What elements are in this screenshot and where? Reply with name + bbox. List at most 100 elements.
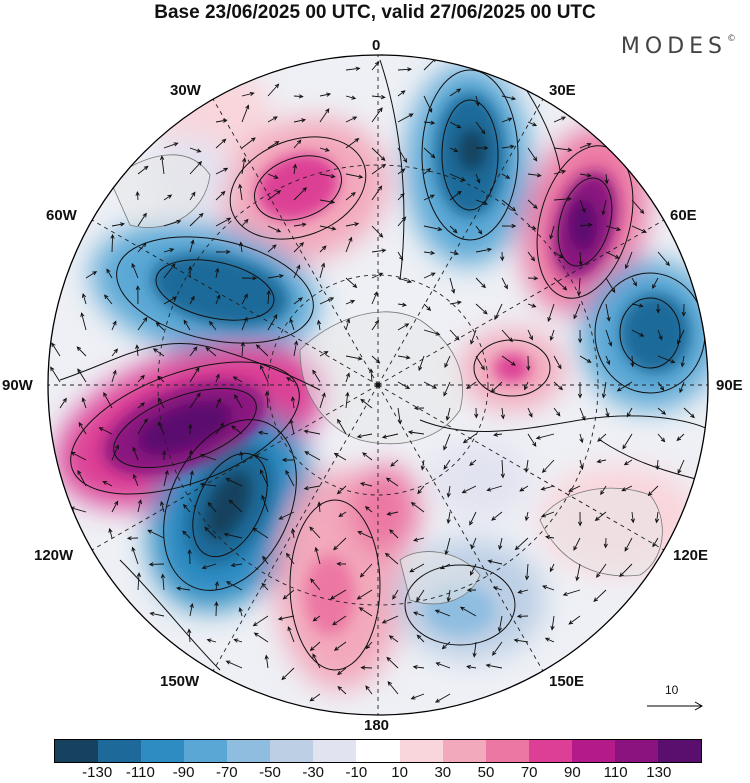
wind-arrow bbox=[293, 340, 299, 357]
wind-arrow bbox=[527, 303, 537, 308]
wind-arrow bbox=[183, 319, 191, 331]
wind-arrow bbox=[545, 535, 555, 540]
wind-arrow bbox=[577, 329, 583, 344]
wind-arrow bbox=[553, 116, 567, 123]
wind-arrow bbox=[241, 276, 258, 281]
wind-arrow bbox=[338, 511, 347, 518]
wind-arrow bbox=[603, 537, 608, 549]
wind-arrow bbox=[652, 277, 659, 290]
wind-arrow bbox=[135, 344, 140, 357]
wind-arrow bbox=[568, 615, 581, 625]
wind-arrow bbox=[371, 185, 383, 201]
colorbar-swatch bbox=[614, 740, 658, 762]
wind-arrow bbox=[619, 563, 633, 578]
wind-arrow bbox=[681, 303, 686, 317]
wind-arrow bbox=[535, 433, 555, 440]
wind-arrow bbox=[204, 526, 217, 539]
wind-arrow bbox=[501, 329, 513, 343]
wind-arrow bbox=[319, 108, 330, 123]
wind-arrow bbox=[111, 348, 119, 357]
wind-arrow bbox=[486, 485, 503, 492]
wind-arrow bbox=[501, 199, 517, 212]
wind-arrow bbox=[189, 392, 201, 409]
wind-arrow bbox=[371, 319, 380, 331]
wind-arrow bbox=[223, 532, 243, 539]
wind-arrow bbox=[359, 482, 373, 487]
wind-arrow bbox=[228, 499, 243, 513]
wind-arrow bbox=[475, 225, 483, 235]
wind-arrow bbox=[605, 355, 611, 366]
wind-arrow bbox=[317, 501, 322, 513]
wind-arrow bbox=[312, 369, 321, 383]
wind-arrow bbox=[413, 611, 425, 617]
wind-arrow bbox=[449, 88, 462, 97]
wind-arrow bbox=[131, 262, 139, 279]
wind-arrow bbox=[449, 300, 462, 305]
wind-arrow bbox=[147, 529, 165, 539]
wind-arrow bbox=[655, 459, 660, 471]
wind-arrow bbox=[309, 526, 321, 539]
wind-arrow bbox=[573, 303, 581, 320]
wind-arrow bbox=[182, 503, 191, 513]
wind-arrow bbox=[241, 104, 250, 123]
wind-arrow bbox=[371, 147, 386, 161]
wind-arrow bbox=[397, 67, 413, 72]
colorbar-swatch bbox=[571, 740, 615, 762]
wind-arrow bbox=[267, 225, 282, 233]
wind-arrow bbox=[252, 615, 269, 627]
wind-arrow bbox=[187, 628, 192, 643]
wind-arrow bbox=[214, 601, 219, 617]
wind-arrow bbox=[345, 355, 363, 361]
wind-arrow bbox=[111, 444, 119, 461]
colorbar-tick-label: -110 bbox=[125, 764, 155, 781]
wind-arrow bbox=[182, 530, 191, 539]
wind-arrow bbox=[596, 563, 607, 579]
lon-label-150w: 150W bbox=[160, 673, 200, 690]
wind-arrow bbox=[148, 562, 165, 567]
wind-arrow bbox=[501, 95, 517, 101]
wind-arrow bbox=[683, 407, 695, 419]
wind-arrow bbox=[319, 225, 337, 231]
colorbar-swatch bbox=[356, 740, 400, 762]
wind-arrow bbox=[80, 312, 87, 331]
wind-arrow bbox=[293, 264, 301, 279]
wind-arrow bbox=[676, 433, 685, 442]
wind-arrow bbox=[475, 145, 489, 151]
wind-arrow bbox=[594, 511, 607, 522]
wind-arrow bbox=[260, 364, 269, 383]
wind-arrow bbox=[579, 433, 584, 444]
wind-arrow bbox=[449, 329, 460, 341]
wind-arrow bbox=[215, 167, 229, 175]
colorbar-labels: -130 -110 -90 -70 -50 -30 -10 10 30 50 70 90 110 130 bbox=[54, 764, 702, 782]
wind-arrow bbox=[289, 318, 295, 331]
wind-arrow bbox=[575, 563, 581, 582]
wind-arrow bbox=[286, 377, 295, 383]
wind-arrow bbox=[466, 381, 477, 389]
wind-arrow bbox=[679, 381, 685, 394]
wind-arrow bbox=[647, 485, 659, 497]
wind-arrow bbox=[312, 615, 321, 622]
wind-arrow bbox=[540, 511, 555, 518]
wind-arrow bbox=[527, 276, 539, 281]
wind-arrow bbox=[527, 121, 538, 127]
wind-arrow bbox=[333, 641, 347, 651]
wind-arrow bbox=[655, 303, 661, 314]
wind-arrow bbox=[605, 329, 613, 347]
wind-arrow bbox=[423, 225, 443, 232]
wind-arrow bbox=[469, 511, 477, 526]
wind-arrow bbox=[319, 92, 332, 97]
wind-arrow bbox=[385, 477, 399, 487]
lon-label-180: 180 bbox=[364, 717, 390, 734]
wind-arrow bbox=[206, 638, 217, 643]
wind-arrow bbox=[345, 192, 356, 201]
wind-arrow bbox=[423, 272, 436, 279]
wind-arrow bbox=[547, 303, 555, 323]
wind-arrow bbox=[527, 173, 542, 178]
wind-arrow bbox=[434, 609, 451, 617]
wind-arrow bbox=[214, 580, 219, 591]
wind-arrow bbox=[540, 485, 555, 491]
wind-arrow bbox=[267, 244, 277, 253]
colorbar-tick-label: 50 bbox=[477, 764, 495, 781]
wind-arrow bbox=[553, 381, 564, 391]
wind-arrow bbox=[475, 277, 486, 289]
